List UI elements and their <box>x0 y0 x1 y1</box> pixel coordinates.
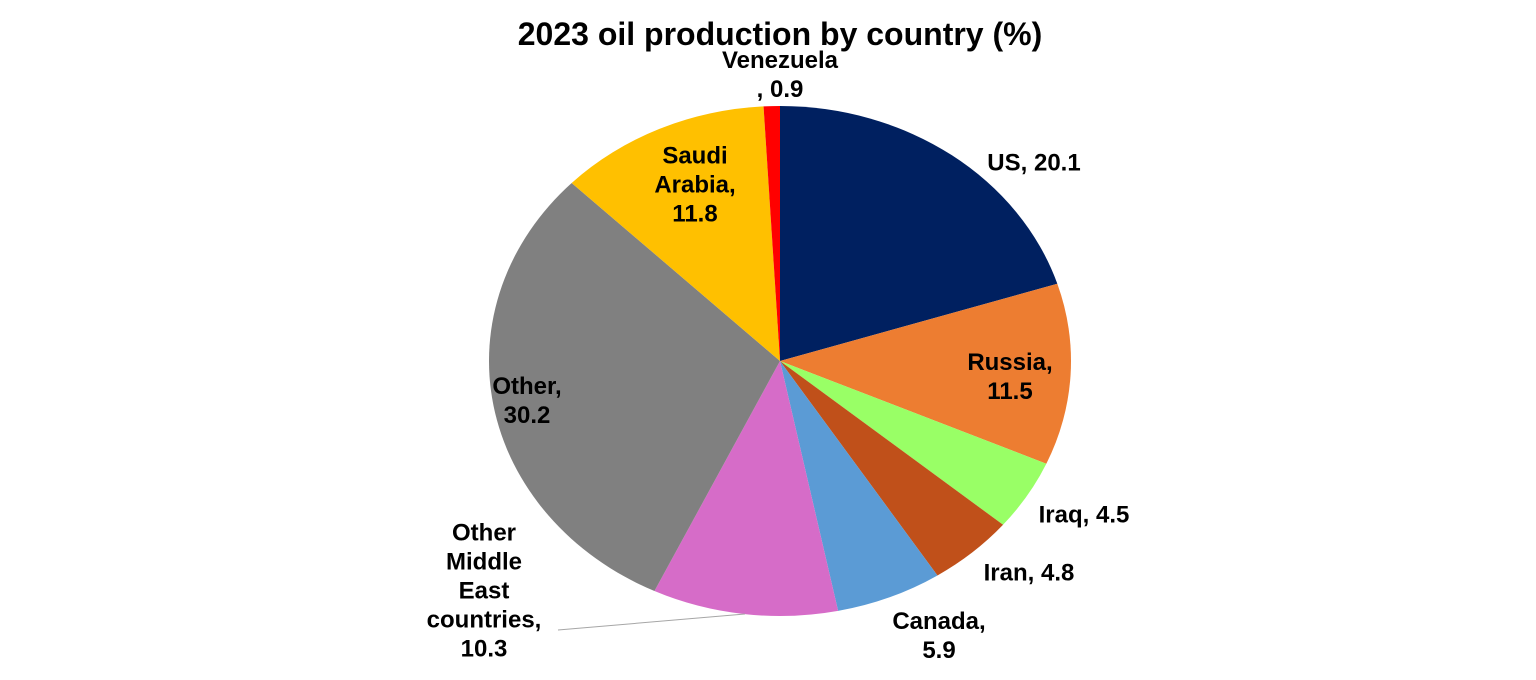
pie-slice-us <box>780 106 1058 361</box>
data-label-iraq: Iraq, 4.5 <box>1038 501 1130 529</box>
pie-slice-saudi-arabia <box>571 106 780 361</box>
pie-slice-canada <box>780 361 938 611</box>
pie-slice-iran <box>780 361 1004 576</box>
leader-line <box>557 613 746 631</box>
pie-slice-other-middle-east-countries <box>654 361 839 616</box>
data-label-other: Other, 30.2 <box>492 373 562 429</box>
data-label-russia: Russia, 11.5 <box>967 349 1053 405</box>
pie-slice-iraq <box>780 361 1047 525</box>
pie-slice-other <box>488 182 780 592</box>
chart-title: 2023 oil production by country (%) <box>517 16 1043 52</box>
pie-slices <box>488 106 1071 616</box>
data-label-saudi-arabia: Saudi Arabia, 11.8 <box>654 142 736 228</box>
data-label-canada: Canada, 5.9 <box>892 608 986 664</box>
pie-slice-venezuela <box>763 106 780 361</box>
pie-slice-russia <box>780 283 1071 464</box>
data-label-us: US, 20.1 <box>987 149 1081 177</box>
data-label-other-middle-east-countries: Other Middle East countries, 10.3 <box>426 519 542 663</box>
data-label-venezuela: Venezuela , 0.9 <box>721 47 839 103</box>
data-label-iran: Iran, 4.8 <box>983 559 1075 587</box>
